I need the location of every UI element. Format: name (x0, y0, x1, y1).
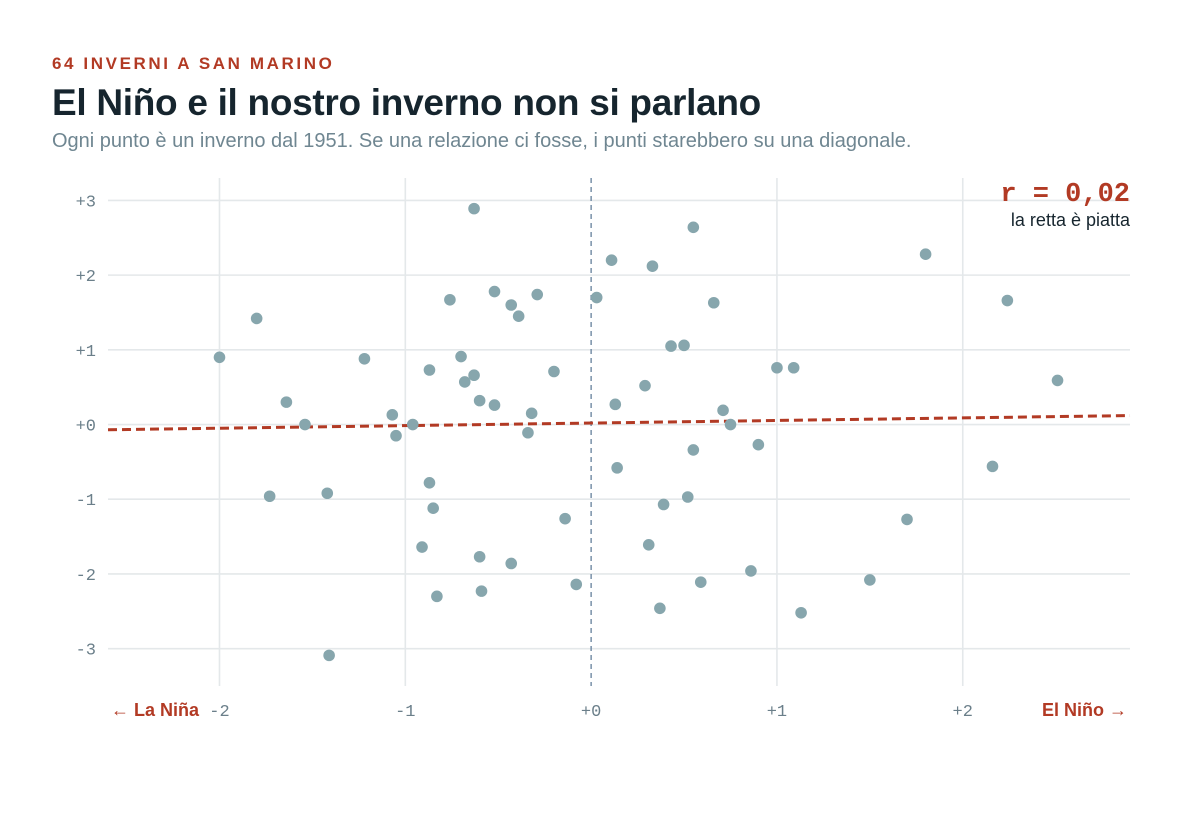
data-point (864, 574, 876, 586)
data-point (280, 396, 293, 408)
data-point (423, 477, 436, 489)
data-point (488, 285, 501, 298)
data-point (646, 260, 659, 272)
y-tick-label: +1 (76, 343, 96, 362)
y-tick-label: +3 (76, 193, 96, 212)
data-point (694, 576, 707, 588)
data-point (687, 444, 700, 456)
data-point (752, 438, 765, 451)
y-ticks: +3 +2 +1 +0 -1 -2 -3 (76, 193, 96, 660)
data-point (687, 221, 700, 234)
data-point (901, 513, 913, 526)
data-points (213, 202, 1064, 662)
data-point (522, 426, 534, 439)
data-point (642, 539, 655, 551)
data-point (525, 407, 538, 420)
data-point (657, 498, 670, 511)
el-nino-label: El Niño → (1042, 700, 1127, 720)
chart-title: El Niño e il nostro inverno non si parla… (52, 82, 761, 123)
y-tick-label: +0 (76, 418, 96, 437)
data-point (416, 541, 428, 553)
data-point (745, 565, 757, 577)
data-point (590, 291, 603, 304)
data-point (505, 299, 518, 311)
data-point (444, 293, 456, 306)
data-point (505, 557, 518, 570)
data-point (488, 399, 501, 411)
data-point (213, 351, 226, 364)
data-point (724, 418, 737, 431)
data-point (299, 418, 311, 431)
x-tick-label: -1 (395, 703, 415, 722)
grid (108, 178, 1130, 686)
correlation-note: la retta è piatta (1011, 210, 1131, 230)
y-tick-label: +2 (76, 268, 96, 287)
data-point (570, 578, 583, 591)
data-point (455, 350, 467, 363)
data-point (787, 361, 800, 374)
data-point (986, 460, 999, 473)
data-point (678, 339, 690, 352)
data-point (473, 550, 486, 563)
chart-subtitle: Ogni punto è un inverno dal 1951. Se una… (52, 130, 912, 152)
data-point (321, 487, 334, 500)
data-point (386, 409, 399, 421)
data-point (639, 379, 651, 392)
data-point (475, 585, 488, 597)
data-point (423, 364, 436, 376)
data-point (512, 310, 525, 323)
data-point (605, 254, 618, 266)
data-point (1001, 294, 1014, 307)
y-tick-label: -2 (76, 567, 96, 586)
data-point (468, 369, 480, 382)
data-point (1051, 374, 1064, 387)
data-point (468, 202, 480, 215)
data-point (919, 248, 932, 260)
y-tick-label: -1 (76, 492, 96, 511)
data-point (531, 288, 544, 301)
x-tick-label: +2 (953, 703, 973, 722)
data-point (427, 502, 439, 514)
data-point (611, 462, 623, 474)
data-point (358, 352, 371, 365)
data-point (654, 602, 666, 615)
data-point (458, 376, 471, 388)
data-point (250, 312, 263, 325)
data-point (771, 361, 783, 374)
x-ticks: -2 -1 +0 +1 +2 (209, 703, 973, 722)
y-tick-label: -3 (76, 642, 96, 661)
x-tick-label: +0 (581, 703, 601, 722)
data-point (390, 429, 402, 442)
x-tick-label: +1 (767, 703, 787, 722)
data-point (406, 418, 419, 431)
trend-line (107, 414, 1131, 432)
la-nina-label: ← La Niña (111, 700, 200, 720)
data-point (681, 491, 694, 503)
data-point (548, 365, 560, 378)
data-point (665, 340, 677, 352)
data-point (717, 404, 729, 417)
data-point (473, 394, 486, 407)
correlation-value: r = 0,02 (1000, 180, 1130, 210)
data-point (431, 590, 443, 603)
data-point (559, 512, 571, 525)
data-point (263, 490, 276, 503)
data-point (795, 606, 807, 619)
x-tick-label: -2 (209, 703, 229, 722)
data-point (707, 296, 720, 309)
chart-kicker: 64 INVERNI A SAN MARINO (52, 54, 335, 73)
data-point (323, 649, 335, 662)
data-point (609, 398, 622, 411)
trend (107, 414, 1131, 432)
